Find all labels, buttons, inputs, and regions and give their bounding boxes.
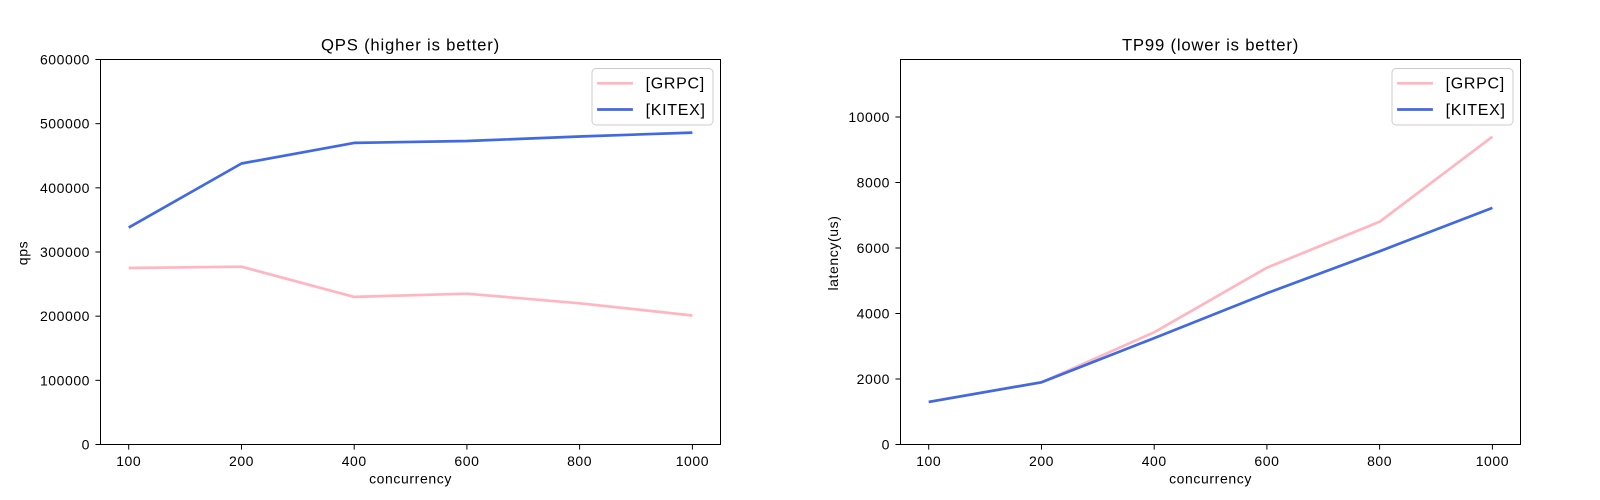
svg-text:800: 800 (567, 453, 592, 469)
svg-text:300000: 300000 (40, 244, 90, 260)
svg-text:QPS (higher is better): QPS (higher is better) (321, 36, 500, 55)
svg-text:concurrency: concurrency (369, 471, 452, 487)
svg-text:[GRPC]: [GRPC] (1446, 76, 1505, 93)
svg-text:0: 0 (82, 437, 90, 453)
svg-text:800: 800 (1367, 453, 1392, 469)
svg-text:100: 100 (916, 453, 941, 469)
svg-text:200: 200 (1029, 453, 1054, 469)
svg-text:concurrency: concurrency (1169, 471, 1252, 487)
svg-text:1000: 1000 (1476, 453, 1509, 469)
svg-text:600: 600 (454, 453, 479, 469)
svg-text:[KITEX]: [KITEX] (1446, 102, 1506, 119)
svg-text:6000: 6000 (857, 240, 890, 256)
svg-text:0: 0 (882, 437, 890, 453)
svg-text:[GRPC]: [GRPC] (646, 76, 705, 93)
svg-text:200000: 200000 (40, 308, 90, 324)
svg-text:500000: 500000 (40, 116, 90, 132)
svg-text:2000: 2000 (857, 371, 890, 387)
svg-text:600: 600 (1254, 453, 1279, 469)
svg-text:latency(us): latency(us) (825, 215, 841, 290)
svg-text:400: 400 (342, 453, 367, 469)
svg-text:600000: 600000 (40, 52, 90, 68)
svg-text:400: 400 (1142, 453, 1167, 469)
svg-text:[KITEX]: [KITEX] (646, 102, 706, 119)
svg-text:8000: 8000 (857, 175, 890, 191)
svg-text:1000: 1000 (676, 453, 709, 469)
svg-text:4000: 4000 (857, 306, 890, 322)
svg-text:100000: 100000 (40, 372, 90, 388)
svg-text:TP99 (lower is better): TP99 (lower is better) (1122, 36, 1299, 55)
svg-text:10000: 10000 (848, 109, 890, 125)
svg-text:200: 200 (229, 453, 254, 469)
svg-text:qps: qps (14, 241, 30, 265)
svg-text:400000: 400000 (40, 180, 90, 196)
svg-text:100: 100 (116, 453, 141, 469)
